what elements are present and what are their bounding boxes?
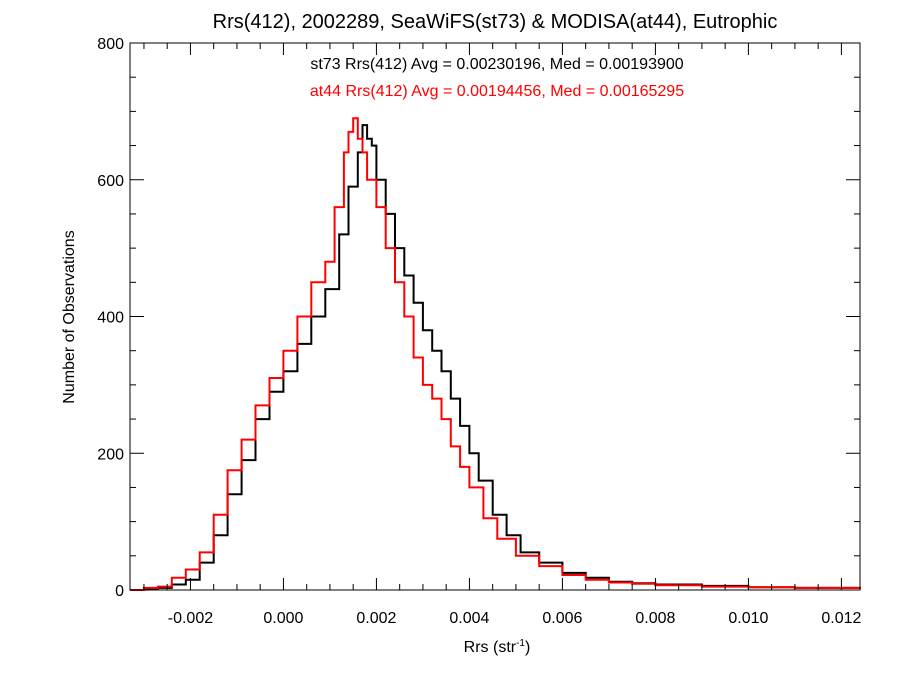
x-tick-label: 0.000: [263, 610, 303, 627]
y-tick-label: 600: [97, 173, 124, 190]
x-axis-label-superscript: -1: [516, 638, 525, 649]
annotation-st73: st73 Rrs(412) Avg = 0.00230196, Med = 0.…: [310, 56, 683, 73]
chart-title: Rrs(412), 2002289, SeaWiFS(st73) & MODIS…: [213, 11, 778, 33]
y-tick-label: 400: [97, 310, 124, 327]
x-tick-label: 0.004: [449, 610, 489, 627]
series-st73-line: [130, 124, 861, 591]
x-tick-label: 0.012: [821, 610, 861, 627]
y-axis-label: Number of Observations: [61, 230, 78, 403]
x-tick-label: 0.008: [635, 610, 675, 627]
x-axis-label: Rrs (str-1): [464, 638, 531, 656]
x-tick-label: 0.006: [542, 610, 582, 627]
y-tick-label: 800: [97, 36, 124, 53]
series-layer: [130, 117, 861, 591]
x-axis-label-main: Rrs (str: [464, 639, 517, 656]
series-at44-line: [130, 117, 861, 591]
ticks-layer: -0.002 0.000 0.002 0.004 0.006 0.008 0.010 0.01…: [97, 36, 861, 627]
x-tick-label: -0.002: [168, 610, 213, 627]
annotation-at44: at44 Rrs(412) Avg = 0.00194456, Med = 0.…: [310, 83, 684, 100]
y-tick-label: 0: [115, 583, 124, 600]
plot-frame: [129, 42, 861, 591]
y-tick-label: 200: [97, 446, 124, 463]
x-tick-label: 0.010: [728, 610, 768, 627]
x-axis-label-close: ): [525, 639, 530, 656]
x-tick-label: 0.002: [356, 610, 396, 627]
